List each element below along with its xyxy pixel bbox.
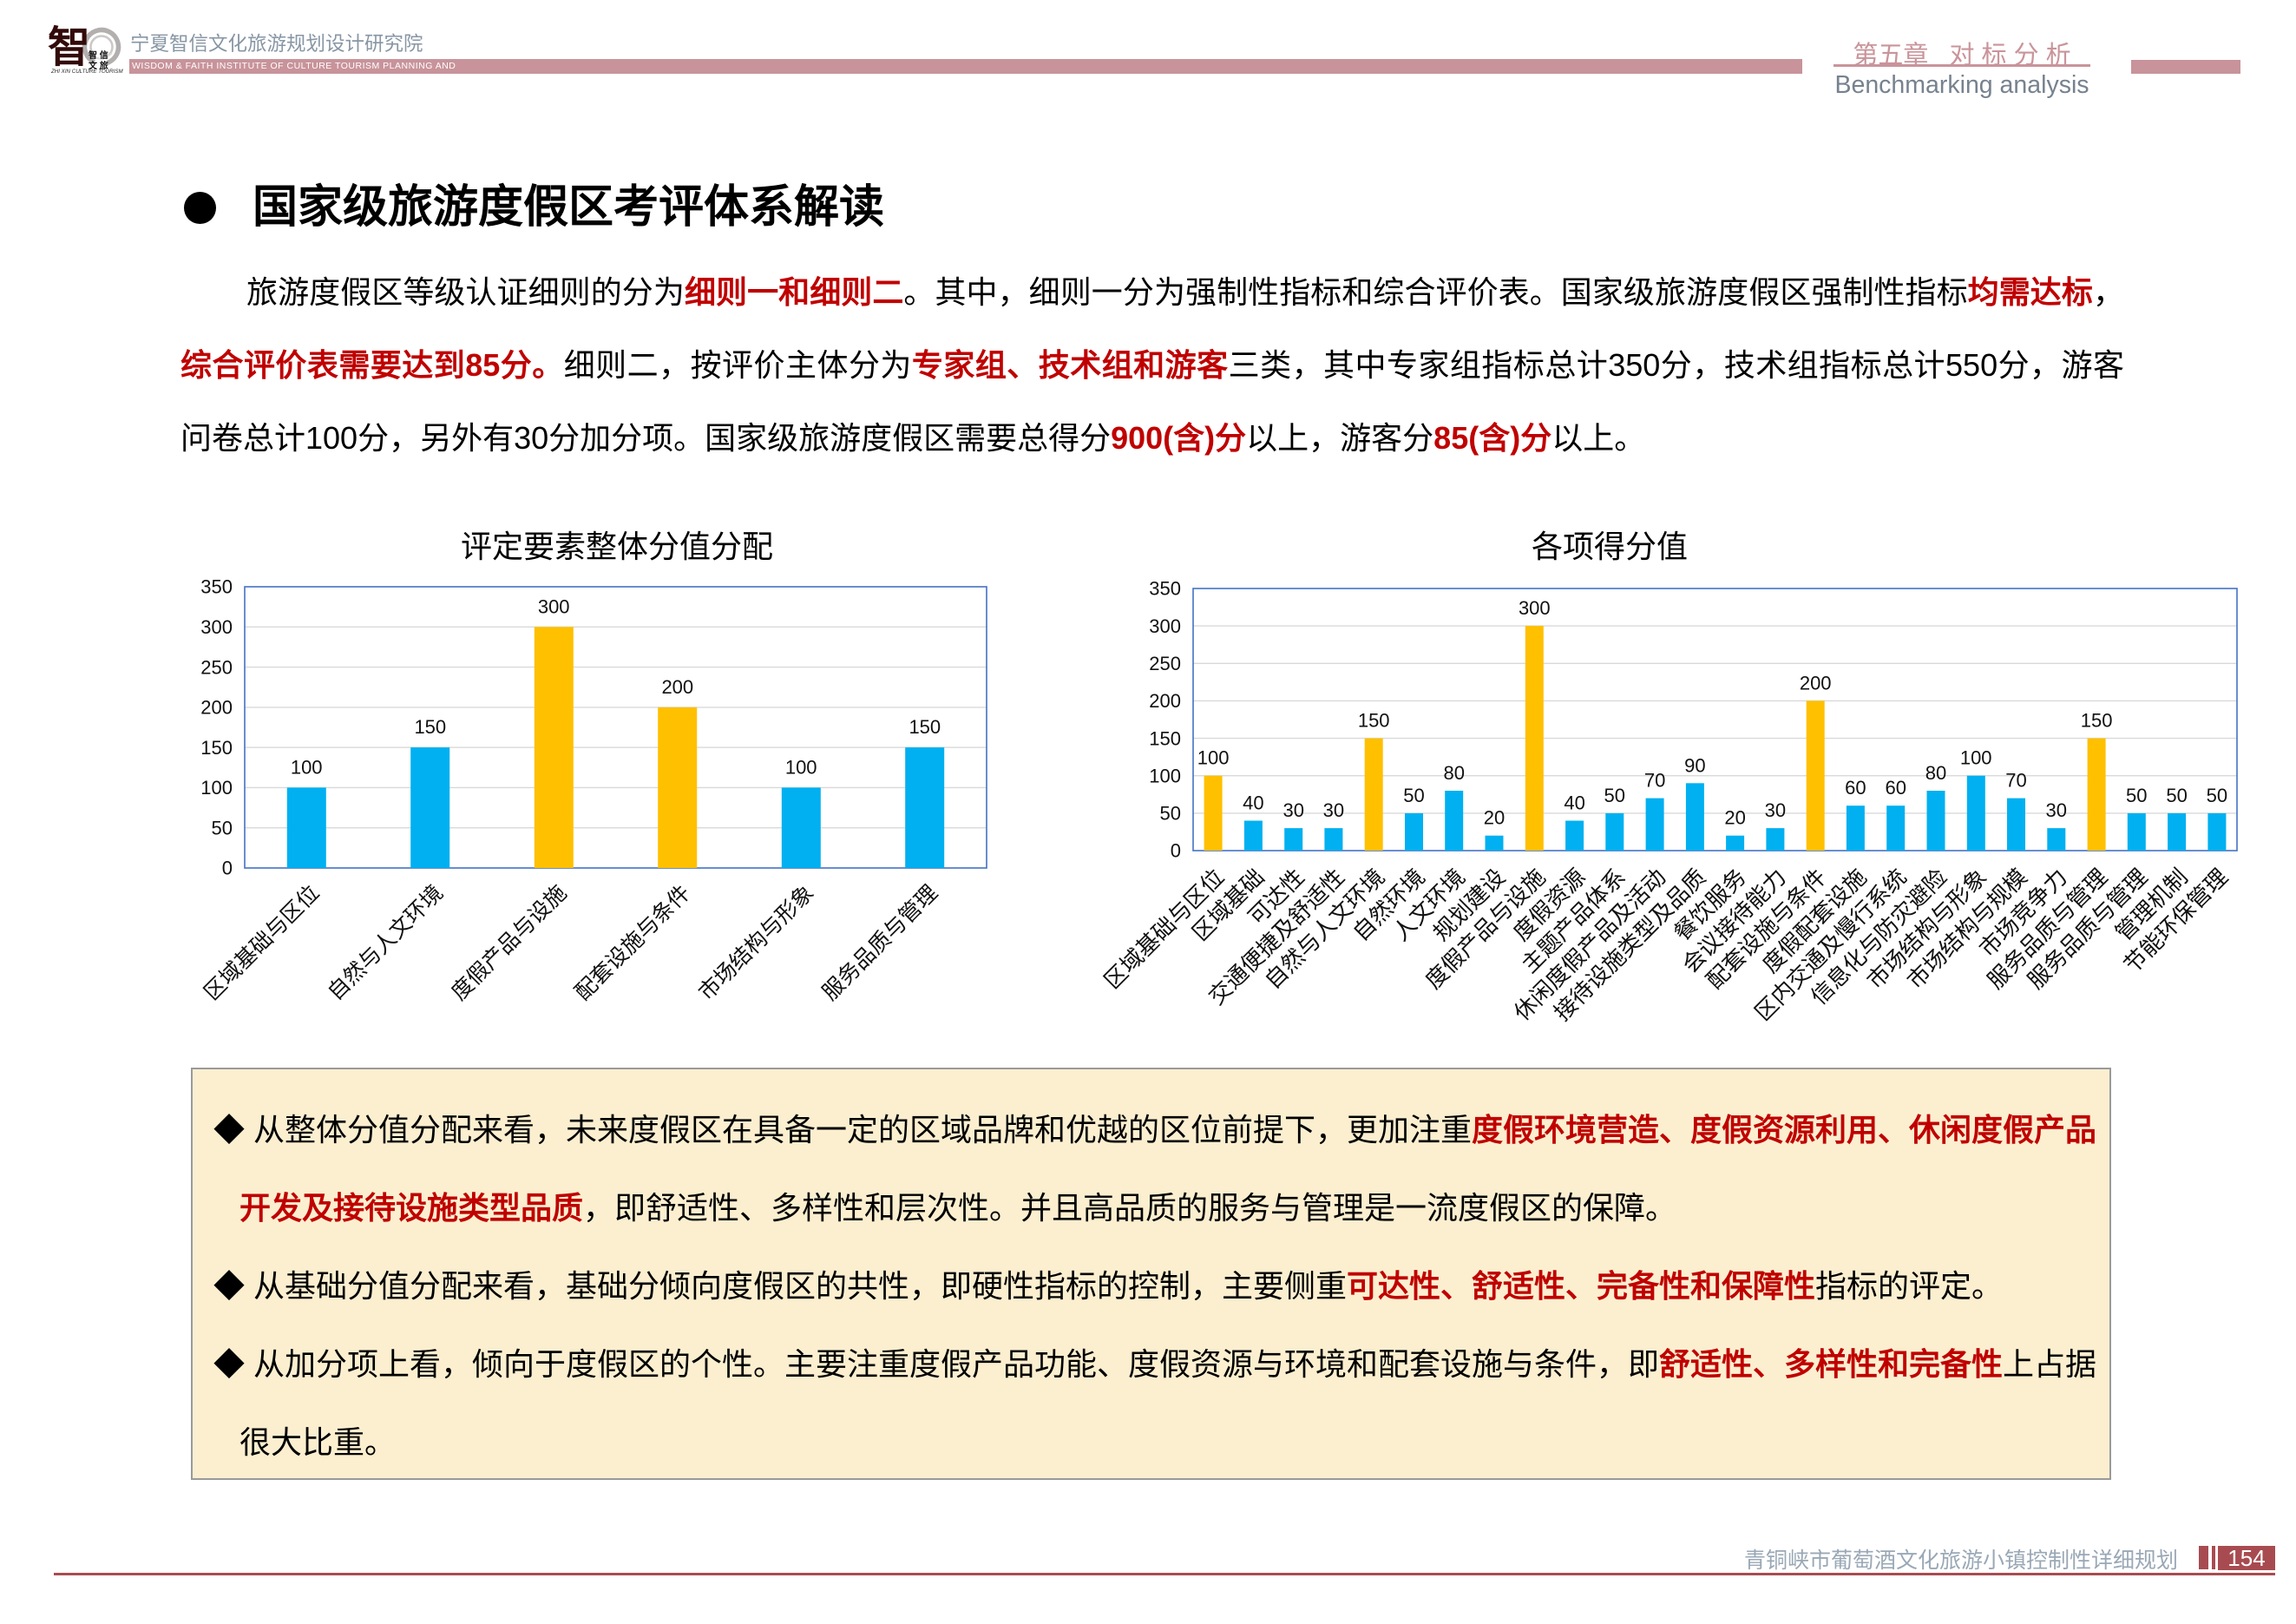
svg-text:100: 100 <box>291 756 323 778</box>
svg-text:40: 40 <box>1564 792 1584 814</box>
svg-text:300: 300 <box>538 595 570 617</box>
svg-text:350: 350 <box>200 576 233 598</box>
svg-text:30: 30 <box>1765 799 1786 821</box>
svg-text:30: 30 <box>2046 799 2067 821</box>
svg-text:200: 200 <box>1149 690 1181 712</box>
svg-text:50: 50 <box>2166 785 2187 806</box>
svg-text:70: 70 <box>2005 770 2026 792</box>
svg-text:ZHI XIN CULTURE TOURISM: ZHI XIN CULTURE TOURISM <box>50 69 123 75</box>
svg-text:300: 300 <box>1519 597 1551 619</box>
svg-text:100: 100 <box>1149 765 1181 786</box>
svg-text:200: 200 <box>661 676 693 698</box>
svg-text:300: 300 <box>200 616 233 638</box>
svg-text:60: 60 <box>1845 777 1866 799</box>
svg-text:服务品质与管理: 服务品质与管理 <box>817 880 942 1005</box>
svg-text:60: 60 <box>1885 777 1906 799</box>
svg-text:70: 70 <box>1644 770 1665 792</box>
svg-text:区域基础与区位: 区域基础与区位 <box>200 880 325 1005</box>
svg-text:150: 150 <box>2081 710 2113 732</box>
svg-text:80: 80 <box>1925 762 1946 784</box>
svg-text:300: 300 <box>1149 615 1181 637</box>
svg-text:100: 100 <box>1960 747 1992 769</box>
svg-text:350: 350 <box>1149 578 1181 600</box>
svg-text:自然与人文环境: 自然与人文环境 <box>323 880 448 1005</box>
svg-text:0: 0 <box>1171 840 1181 862</box>
svg-text:50: 50 <box>2207 785 2227 806</box>
svg-text:150: 150 <box>1358 710 1390 732</box>
svg-text:0: 0 <box>222 858 233 879</box>
svg-text:市场结构与形象: 市场结构与形象 <box>694 880 819 1005</box>
svg-text:100: 100 <box>1197 747 1230 769</box>
svg-text:评定要素整体分值分配: 评定要素整体分值分配 <box>461 529 773 564</box>
svg-text:80: 80 <box>1444 762 1465 784</box>
svg-text:90: 90 <box>1684 754 1705 776</box>
svg-text:40: 40 <box>1243 792 1263 814</box>
svg-text:150: 150 <box>1149 727 1181 749</box>
svg-text:50: 50 <box>1403 785 1424 806</box>
svg-text:50: 50 <box>212 817 233 838</box>
svg-text:智: 智 <box>48 24 90 71</box>
svg-text:20: 20 <box>1724 807 1745 829</box>
svg-text:度假产品与设施: 度假产品与设施 <box>447 880 572 1005</box>
svg-text:100: 100 <box>200 777 233 799</box>
svg-text:200: 200 <box>1800 672 1832 694</box>
svg-text:150: 150 <box>909 716 941 738</box>
svg-text:250: 250 <box>200 656 233 678</box>
svg-text:100: 100 <box>785 756 817 778</box>
svg-text:50: 50 <box>2126 785 2147 806</box>
svg-text:各项得分值: 各项得分值 <box>1532 529 1688 564</box>
svg-text:智 信: 智 信 <box>89 49 108 61</box>
svg-text:文 旅: 文 旅 <box>89 60 108 71</box>
svg-text:50: 50 <box>1604 785 1625 806</box>
svg-text:150: 150 <box>200 737 233 759</box>
svg-text:250: 250 <box>1149 653 1181 674</box>
svg-text:200: 200 <box>200 697 233 719</box>
svg-text:30: 30 <box>1323 799 1344 821</box>
svg-text:50: 50 <box>1160 803 1181 825</box>
svg-text:配套设施与条件: 配套设施与条件 <box>570 880 695 1005</box>
svg-text:150: 150 <box>414 716 446 738</box>
svg-text:30: 30 <box>1282 799 1303 821</box>
svg-text:20: 20 <box>1484 807 1505 829</box>
